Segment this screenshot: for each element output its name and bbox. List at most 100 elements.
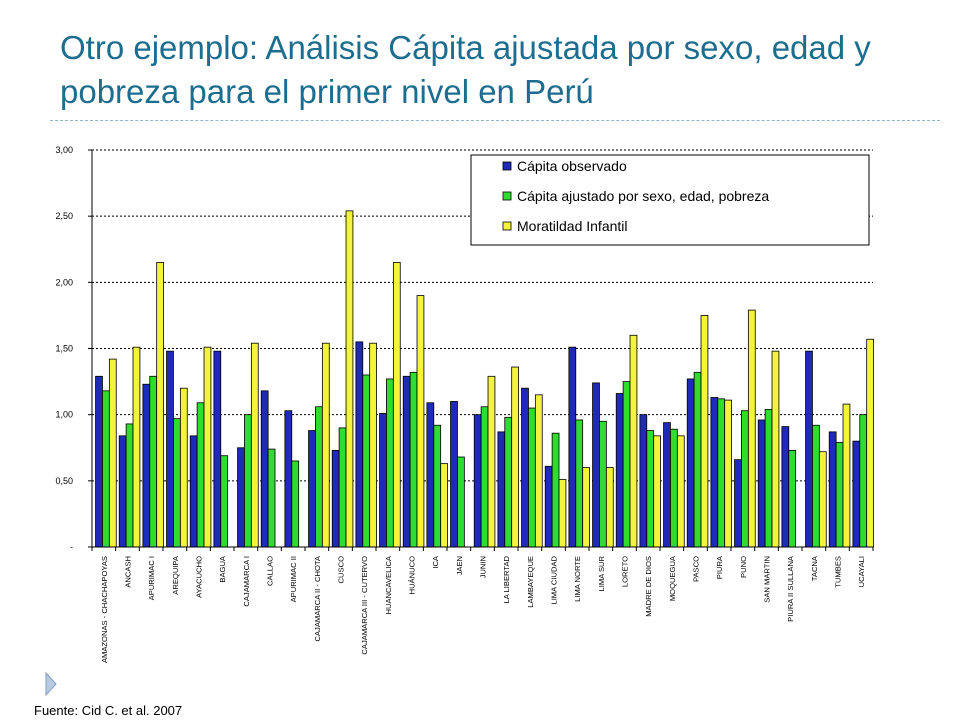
bar bbox=[605, 467, 614, 548]
bar bbox=[315, 406, 323, 548]
legend-swatch bbox=[502, 161, 512, 171]
y-tick-label: 3,00 bbox=[55, 145, 73, 155]
bar bbox=[622, 381, 631, 548]
bar bbox=[142, 383, 151, 548]
bar bbox=[189, 435, 198, 548]
bar bbox=[386, 378, 394, 548]
bar bbox=[558, 479, 567, 548]
bar bbox=[757, 419, 766, 548]
bar bbox=[497, 431, 506, 548]
bar bbox=[724, 399, 732, 548]
bar bbox=[710, 397, 719, 548]
bar bbox=[592, 382, 600, 548]
x-tick-label: LIMA NORTE bbox=[573, 556, 582, 602]
x-tick-label: HUÁNUCO bbox=[408, 556, 417, 594]
bar bbox=[615, 393, 624, 548]
x-tick-label: TUMBES bbox=[834, 556, 843, 588]
y-tick-label: 1,50 bbox=[55, 344, 73, 354]
bar bbox=[338, 427, 347, 548]
x-tick-label: CALLAO bbox=[266, 556, 275, 586]
x-tick-label: PUNO bbox=[739, 556, 748, 578]
chart-axes bbox=[91, 150, 874, 551]
bar bbox=[95, 375, 103, 548]
bar bbox=[267, 448, 276, 548]
x-tick-label: CUSCO bbox=[337, 556, 346, 584]
bar bbox=[551, 432, 560, 548]
legend-label: Cápita observado bbox=[517, 158, 627, 174]
bar bbox=[781, 426, 790, 548]
bar bbox=[250, 342, 259, 548]
y-tick-label: 2,50 bbox=[55, 211, 73, 221]
x-tick-label: PASCO bbox=[692, 556, 701, 582]
x-tick-label: LAMBAYEQUE bbox=[526, 556, 535, 608]
bar bbox=[812, 424, 820, 548]
x-tick-label: JUNIN bbox=[479, 556, 488, 578]
bar bbox=[345, 210, 354, 548]
bar bbox=[416, 295, 425, 548]
bar bbox=[355, 341, 364, 548]
bar bbox=[237, 447, 245, 548]
x-tick-label: ANCASH bbox=[124, 556, 133, 588]
bar bbox=[291, 460, 300, 548]
bar bbox=[835, 442, 844, 548]
bar bbox=[842, 403, 851, 548]
x-tick-label: CAJAMARCA III - CUTERVO bbox=[360, 556, 369, 655]
bar bbox=[362, 374, 371, 548]
bar bbox=[828, 431, 837, 548]
legend-swatch bbox=[502, 221, 512, 231]
bar bbox=[284, 410, 293, 548]
bar bbox=[149, 375, 158, 548]
x-tick-label: BAGUA bbox=[218, 555, 227, 583]
bar bbox=[700, 315, 709, 548]
y-axis-ticks: - 0,50 1,00 1,50 2,00 2,50 3,00 bbox=[55, 145, 92, 552]
bar bbox=[670, 428, 678, 548]
x-tick-label: AMAZONAS - CHACHAPOYAS bbox=[100, 556, 109, 663]
x-tick-label: SAN MARTIN bbox=[763, 556, 772, 603]
bar bbox=[734, 459, 742, 548]
bar bbox=[852, 440, 861, 548]
bar bbox=[771, 350, 780, 548]
bar bbox=[402, 375, 411, 548]
x-tick-label: CAJAMARCA I bbox=[242, 556, 251, 607]
x-tick-label: HUANCAVELICA bbox=[384, 555, 393, 614]
bar bbox=[859, 414, 868, 548]
bar bbox=[331, 449, 340, 548]
x-tick-label: AYACUCHO bbox=[195, 556, 204, 598]
x-tick-label: APURIMAC I bbox=[147, 556, 156, 600]
x-tick-label: LORETO bbox=[621, 556, 630, 587]
bar bbox=[866, 338, 874, 548]
bar bbox=[132, 346, 141, 548]
bar bbox=[805, 350, 813, 548]
bar bbox=[653, 435, 661, 548]
bar bbox=[457, 456, 465, 548]
bar bbox=[788, 449, 797, 548]
bar bbox=[244, 414, 252, 548]
bar bbox=[392, 262, 401, 548]
bar bbox=[450, 401, 458, 548]
bar bbox=[693, 371, 702, 548]
bar bbox=[686, 378, 695, 548]
bar bbox=[741, 410, 749, 548]
bar bbox=[521, 387, 529, 548]
y-tick-label: 2,00 bbox=[55, 277, 73, 287]
bar bbox=[102, 390, 110, 548]
bar bbox=[676, 435, 685, 548]
bar bbox=[575, 419, 584, 548]
bar bbox=[487, 375, 496, 548]
x-tick-label: JAEN bbox=[455, 556, 464, 575]
x-tick-label: PIURA bbox=[715, 555, 724, 579]
bar bbox=[203, 346, 212, 548]
bar bbox=[440, 463, 448, 548]
y-tick-label: 1,00 bbox=[55, 410, 73, 420]
bar bbox=[717, 398, 726, 548]
bar bbox=[480, 406, 489, 548]
legend-label: Moratildad Infantil bbox=[517, 218, 628, 234]
bar bbox=[321, 342, 330, 548]
bar bbox=[534, 394, 543, 548]
legend-box bbox=[470, 154, 870, 246]
chart-legend: Cápita observado Cápita ajustado por sexo… bbox=[470, 154, 870, 246]
legend-swatch bbox=[502, 191, 512, 201]
x-tick-label: LA LIBERTAD bbox=[502, 555, 511, 603]
slide-title: Otro ejemplo: Análisis Cápita ajustada p… bbox=[60, 29, 871, 110]
bar bbox=[544, 465, 553, 548]
